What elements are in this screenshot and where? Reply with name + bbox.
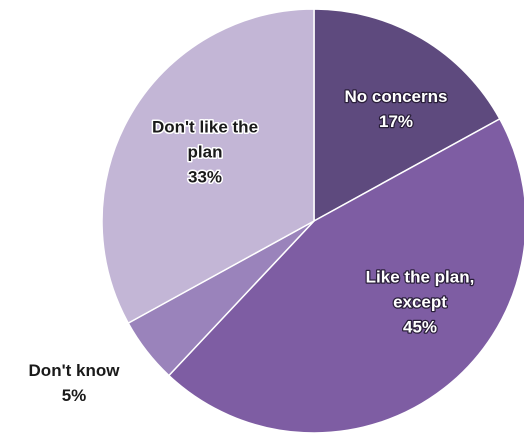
pie-slices [101,8,524,434]
pie-slice-don-t-like-the-plan [101,8,315,324]
percent-label: 17% [379,112,413,131]
data-label-don-t-know: Don't know 5% [29,361,121,405]
data-label-don-t-like-the-plan: Don't like the plan 33% [152,117,258,186]
pie-labels: No concerns 17% Like the plan, except 45% Don… [29,86,476,405]
category-label-line: Like the plan, [366,267,475,286]
data-label-no-concerns: No concerns 17% [345,87,448,131]
category-label-line: Don't like the [152,117,258,136]
category-label-line: plan [188,142,223,161]
category-label-line: Don't know [29,361,121,380]
category-label-line: except [393,292,447,311]
percent-label: 33% [188,167,222,186]
percent-label: 5% [62,386,87,405]
data-label-like-the-plan-except: Like the plan, except 45% [366,267,475,336]
pie-slice-like-the-plan-except [168,118,524,434]
percent-label: 45% [403,317,437,336]
category-label-line: No concerns [345,87,448,106]
pie-slice-no-concerns [313,8,501,222]
